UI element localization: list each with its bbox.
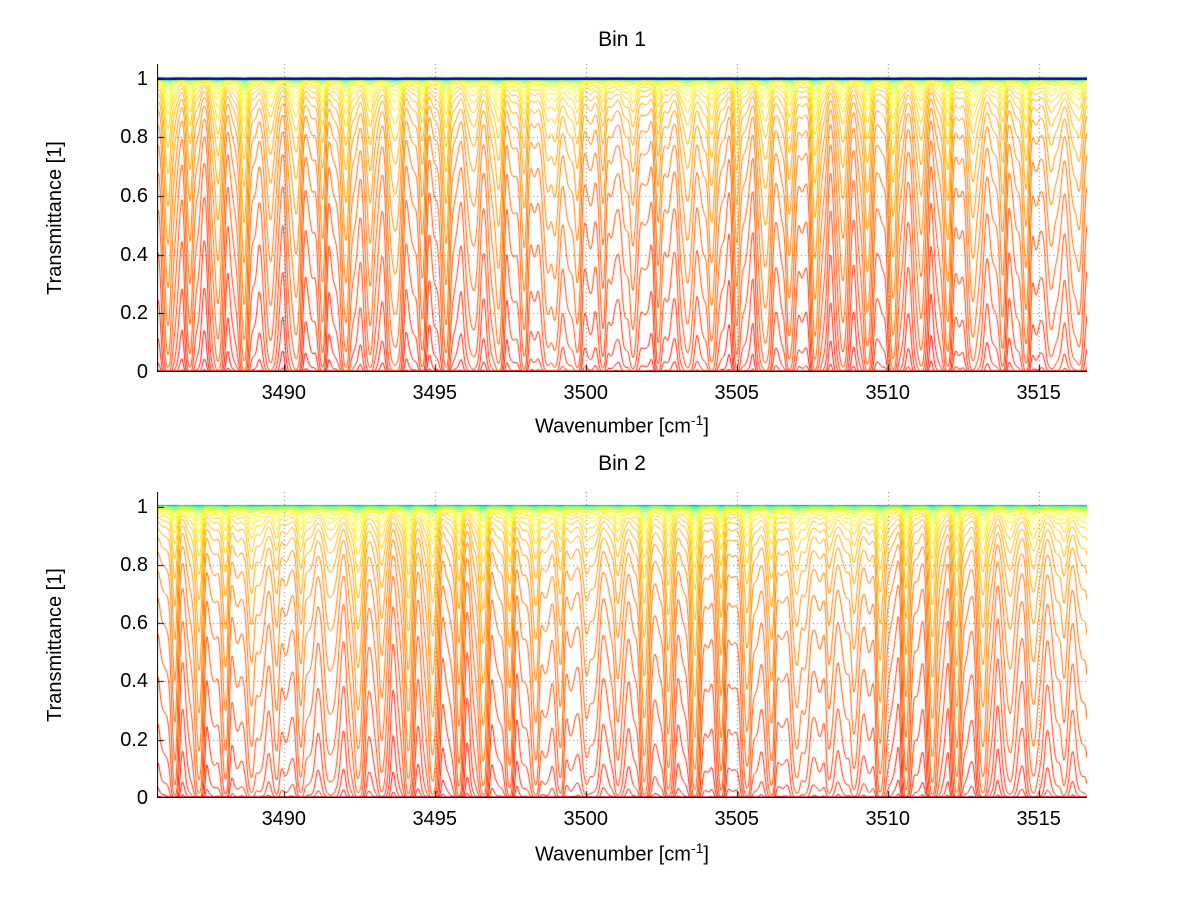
y-tick-label: 1 [136, 495, 148, 518]
plot1-x-axis-label-superscript: -1 [690, 412, 704, 428]
x-tick-label: 3510 [865, 808, 910, 830]
x-tick-label: 3500 [563, 808, 609, 830]
plot2-x-axis-label-text: Wavenumber [cm [535, 843, 691, 866]
x-tick-label: 3505 [714, 382, 759, 404]
x-tick-label: 3495 [412, 382, 458, 404]
plot1-x-axis-label-text: Wavenumber [cm [535, 415, 691, 438]
plot1-y-axis-label: Transmittance [1] [44, 141, 66, 295]
y-tick-label: 0.2 [120, 302, 148, 325]
plot2-y-axis-label: Transmittance [1] [44, 568, 66, 722]
x-tick-label: 3495 [412, 808, 458, 830]
x-tick-label: 3505 [714, 808, 759, 830]
plot1-x-axis-label: Wavenumber [cm-1] [157, 412, 1087, 439]
plot2-x-axis-label-suffix: ] [703, 843, 709, 866]
plot1-x-axis-label-suffix: ] [703, 415, 709, 438]
plot2-title: Bin 2 [598, 452, 646, 475]
y-tick-label: 1 [136, 67, 148, 90]
y-tick-label: 0.6 [120, 612, 148, 635]
x-tick-label: 3515 [1016, 382, 1061, 404]
x-tick-label: 3500 [563, 382, 609, 404]
y-tick-label: 0.4 [120, 670, 148, 693]
x-tick-label: 3490 [261, 382, 307, 404]
plot2-spectra-canvas [157, 492, 1087, 798]
y-tick-label: 0.6 [120, 185, 148, 207]
plot2-x-axis-label-superscript: -1 [690, 840, 704, 856]
x-tick-label: 3515 [1016, 808, 1061, 830]
y-tick-label: 0.4 [120, 243, 148, 266]
y-tick-label: 0.2 [120, 728, 148, 751]
y-tick-label: 0.8 [120, 553, 148, 576]
plot1-title: Bin 1 [598, 28, 646, 51]
y-tick-label: 0 [136, 361, 148, 383]
x-tick-label: 3510 [865, 382, 910, 404]
y-tick-label: 0.8 [120, 126, 148, 149]
y-tick-label: 0 [136, 787, 148, 809]
plot1-spectra-canvas [157, 64, 1087, 372]
plot2-x-axis-label: Wavenumber [cm-1] [157, 840, 1087, 867]
x-tick-label: 3490 [261, 808, 307, 830]
